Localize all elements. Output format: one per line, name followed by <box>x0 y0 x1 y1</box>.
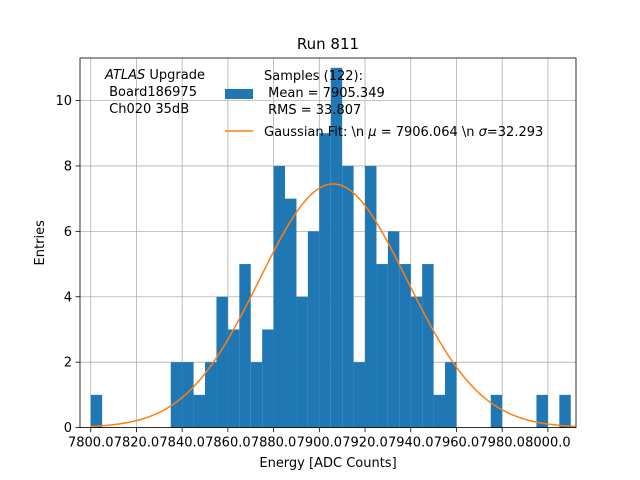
legend-rms-label: RMS = 33.807 <box>264 103 361 118</box>
histogram-bar <box>285 198 297 428</box>
y-tick-label: 4 <box>64 290 72 305</box>
x-tick-label: 7980.0 <box>479 436 525 451</box>
y-tick-label: 6 <box>64 225 72 240</box>
x-tick-label: 7920.0 <box>342 436 388 451</box>
histogram-bar <box>216 296 228 428</box>
y-axis-ticks: 0 2 4 6 8 10 <box>55 94 80 436</box>
gaussian-fit-curve <box>90 183 576 428</box>
histogram-bar <box>330 67 343 428</box>
legend-mean-label: Mean = 7905.349 <box>264 86 385 101</box>
histogram-bar <box>559 394 571 428</box>
x-tick-label: 7840.0 <box>159 436 205 451</box>
histogram-bar <box>353 362 366 428</box>
y-axis-label: Entries <box>33 220 48 266</box>
atlas-annotation: ATLAS Upgrade Board186975 Ch020 35dB <box>104 68 205 117</box>
histogram-bar <box>376 264 388 428</box>
y-tick-label: 8 <box>64 159 72 174</box>
annotation-line-2: Board186975 <box>105 85 197 100</box>
x-axis-label: Energy [ADC Counts] <box>259 456 396 471</box>
legend: Samples (122): Mean = 7905.349 RMS = 33.… <box>225 69 543 140</box>
x-tick-label: 7820.0 <box>114 436 160 451</box>
x-tick-label: 7900.0 <box>297 436 343 451</box>
histogram-bar <box>250 362 263 428</box>
histogram-bar <box>399 264 411 428</box>
x-axis-ticks: 7800.0 7820.0 7840.0 7860.0 7880.0 7900.0 7920… <box>68 427 571 451</box>
histogram-bar <box>387 231 400 428</box>
histogram-bar <box>193 394 206 428</box>
legend-fit-label: Gaussian Fit: \n μ = 7906.064 \n σ=32.29… <box>264 125 543 140</box>
histogram-bar <box>262 329 274 428</box>
x-tick-label: 7800.0 <box>68 436 114 451</box>
histogram-bar <box>365 165 377 428</box>
histogram-bar <box>170 362 183 428</box>
chart-title: Run 811 <box>297 35 359 53</box>
x-tick-label: 7860.0 <box>205 436 251 451</box>
y-tick-label: 0 <box>64 421 72 436</box>
histogram-bar <box>205 362 217 428</box>
x-tick-label: 7960.0 <box>434 436 480 451</box>
legend-samples-label: Samples (122): <box>264 69 363 84</box>
histogram-bar <box>227 329 240 428</box>
histogram-bar <box>273 165 286 428</box>
histogram-bar <box>307 231 320 428</box>
histogram-bar <box>490 394 503 428</box>
histogram-bar <box>239 264 251 428</box>
bar-layer <box>90 67 571 428</box>
histogram-bar <box>433 394 446 428</box>
histogram-bar <box>90 394 103 428</box>
x-tick-label: 8000.0 <box>525 436 571 451</box>
y-tick-label: 2 <box>64 356 72 371</box>
annotation-line-1: ATLAS Upgrade <box>104 68 205 83</box>
histogram-bar <box>342 165 354 428</box>
annotation-line-3: Ch020 35dB <box>105 102 189 117</box>
histogram-bar <box>536 394 548 428</box>
x-tick-label: 7880.0 <box>251 436 297 451</box>
x-tick-label: 7940.0 <box>388 436 434 451</box>
legend-histogram-patch <box>225 89 253 99</box>
histogram-bar <box>182 362 194 428</box>
histogram-bar <box>445 362 457 428</box>
y-tick-label: 10 <box>55 94 72 109</box>
histogram-bar <box>410 296 423 428</box>
histogram-bar <box>422 264 434 428</box>
histogram-bar <box>319 133 331 428</box>
plot-frame <box>79 57 577 429</box>
histogram-bar <box>296 296 308 428</box>
